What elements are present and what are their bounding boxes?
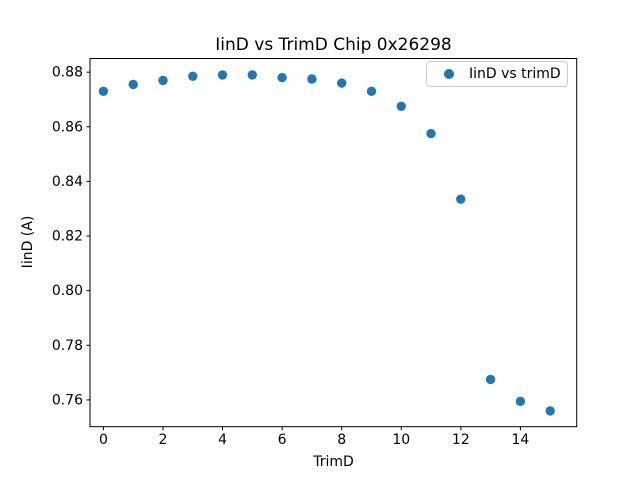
y-tick-label: 0.82 <box>52 229 83 245</box>
data-point <box>456 194 466 204</box>
legend-label: IinD vs trimD <box>469 66 561 82</box>
chart-title: IinD vs TrimD Chip 0x26298 <box>215 35 452 55</box>
data-point <box>366 86 377 97</box>
data-point <box>217 70 228 80</box>
legend: IinD vs trimD <box>426 61 568 87</box>
y-tick-label: 0.80 <box>52 283 83 299</box>
data-point <box>158 75 168 86</box>
data-point <box>188 71 198 82</box>
data-point <box>98 86 109 97</box>
data-point <box>485 374 496 385</box>
y-tick-label: 0.78 <box>52 338 83 354</box>
x-tick-label: 10 <box>392 432 410 448</box>
y-tick-label: 0.88 <box>52 65 83 81</box>
y-axis-label: IinD (A) <box>20 215 36 269</box>
y-tick-label: 0.86 <box>52 119 83 135</box>
data-point <box>128 79 138 90</box>
x-tick-label: 14 <box>511 432 529 448</box>
x-tick-label: 12 <box>452 432 470 448</box>
data-point <box>396 101 406 112</box>
x-tick-label: 8 <box>337 432 346 448</box>
data-point <box>307 74 317 84</box>
data-point <box>337 78 347 88</box>
data-point <box>277 72 287 83</box>
y-tick-label: 0.76 <box>52 392 83 408</box>
x-tick-label: 4 <box>218 432 227 448</box>
x-tick-label: 6 <box>278 432 287 448</box>
data-point <box>545 406 555 416</box>
axes-spines <box>89 58 578 428</box>
data-point <box>515 396 526 406</box>
y-tick-label: 0.84 <box>52 174 83 190</box>
x-tick-label: 0 <box>99 432 108 448</box>
data-point <box>247 70 257 80</box>
data-point <box>426 128 436 139</box>
x-axis-label: TrimD <box>313 454 354 470</box>
legend-marker-icon <box>444 69 454 79</box>
x-tick-label: 2 <box>159 432 168 448</box>
